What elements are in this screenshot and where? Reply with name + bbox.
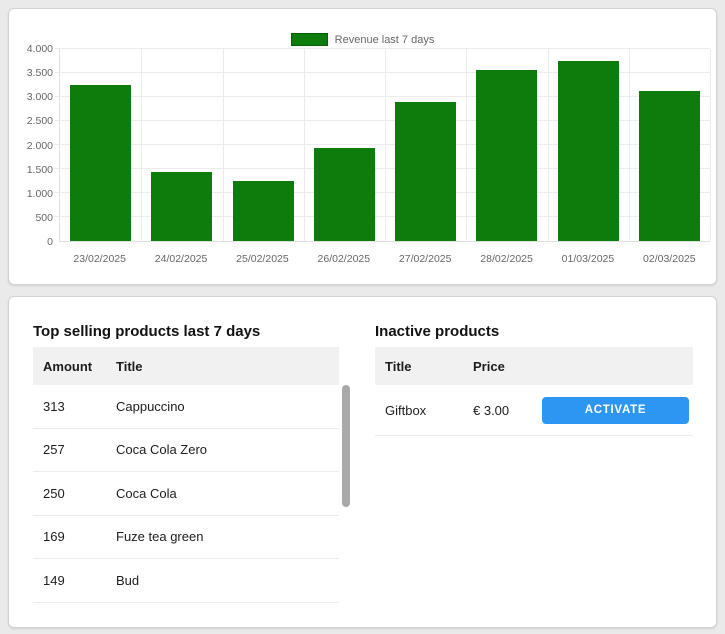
title-column-header: Title <box>116 358 143 374</box>
x-tick-label: 01/03/2025 <box>561 253 615 265</box>
x-tick-label: 28/02/2025 <box>480 253 533 265</box>
bar-slot <box>223 49 304 241</box>
products-card: Top selling products last 7 days Amount … <box>8 296 717 628</box>
amount-cell: 257 <box>43 442 65 458</box>
top-selling-heading: Top selling products last 7 days <box>33 323 261 340</box>
x-tick-label: 25/02/2025 <box>236 253 289 265</box>
v-gridline <box>710 49 711 241</box>
h-gridline <box>54 48 710 49</box>
table-row: Giftbox € 3.00 ACTIVATE <box>375 385 693 436</box>
y-tick-label: 500 <box>35 211 53 224</box>
x-tick-label: 23/02/2025 <box>73 253 126 265</box>
revenue-bar-chart <box>54 48 711 242</box>
y-tick-label: 3.500 <box>26 67 53 80</box>
bar-slot <box>548 49 629 241</box>
amount-cell: 250 <box>43 485 65 501</box>
chart-legend: Revenue last 7 days <box>9 33 716 46</box>
activate-button[interactable]: ACTIVATE <box>542 396 689 424</box>
price-column-header: Price <box>473 358 505 374</box>
revenue-bar <box>313 147 375 241</box>
x-tick-label: 26/02/2025 <box>317 253 371 265</box>
revenue-bar <box>395 102 457 241</box>
table-row: 257 Coca Cola Zero <box>33 428 339 472</box>
amount-cell: 169 <box>43 529 65 545</box>
title-cell: Bud <box>116 572 140 588</box>
bar-slot <box>629 49 710 241</box>
h-gridline <box>54 144 710 145</box>
revenue-bar <box>557 60 619 241</box>
v-gridline <box>141 49 143 241</box>
v-gridline <box>628 49 630 241</box>
y-tick-label: 1.000 <box>26 187 53 200</box>
title-cell: Cappuccino <box>116 398 185 414</box>
title-column-header: Title <box>385 358 412 374</box>
chart-x-axis: 23/02/2025 24/02/2025 25/02/2025 26/02/2025… <box>59 250 710 266</box>
y-tick-label: 4.000 <box>26 43 53 55</box>
inactive-products-table: Title Price Giftbox € 3.00 ACTIVATE <box>375 347 693 436</box>
x-tick-label: 24/02/2025 <box>154 253 208 265</box>
y-tick-label: 0 <box>47 236 53 248</box>
table-row: 169 Fuze tea green <box>33 515 339 559</box>
table-row: 250 Coca Cola <box>33 472 339 516</box>
v-gridline <box>303 49 305 241</box>
legend-swatch-icon <box>290 33 328 46</box>
inactive-header-row: Title Price <box>375 347 693 385</box>
h-gridline <box>54 96 710 97</box>
title-cell: Coca Cola Zero <box>116 442 208 458</box>
x-tick-label: 27/02/2025 <box>398 253 452 265</box>
revenue-bar <box>70 85 132 241</box>
revenue-bar <box>476 70 538 241</box>
table-row: 313 Cappuccino <box>33 385 339 429</box>
bar-slot <box>466 49 547 241</box>
v-gridline <box>385 49 386 241</box>
bar-slot <box>60 49 141 241</box>
top-selling-header-row: Amount Title <box>33 347 339 385</box>
legend-label: Revenue last 7 days <box>334 33 435 46</box>
chart-y-axis: 0 500 1.000 1.500 2.000 2.500 3.000 3.500 4.000 <box>9 43 53 248</box>
inactive-products-heading: Inactive products <box>375 323 500 340</box>
v-gridline <box>466 49 468 241</box>
table-scrollbar-track[interactable] <box>339 385 353 605</box>
y-tick-label: 2.500 <box>26 115 53 128</box>
title-cell: Coca Cola <box>116 485 177 501</box>
revenue-chart-card: Revenue last 7 days 0 500 1.000 1.500 2.000 2… <box>8 8 717 285</box>
x-tick-label: 02/03/2025 <box>643 253 696 265</box>
bar-slot <box>304 49 385 241</box>
h-gridline <box>54 192 710 193</box>
bar-slot <box>141 49 222 241</box>
h-gridline <box>54 216 710 217</box>
amount-cell: 313 <box>43 398 65 414</box>
revenue-bar <box>638 91 700 241</box>
h-gridline <box>54 168 710 169</box>
table-scrollbar-thumb[interactable] <box>342 385 350 507</box>
v-gridline <box>222 49 224 241</box>
table-row: 149 Bud <box>33 559 339 603</box>
y-tick-label: 2.000 <box>26 139 53 152</box>
h-gridline <box>54 72 710 73</box>
title-cell: Fuze tea green <box>116 529 204 545</box>
top-selling-table: Amount Title 313 Cappuccino 257 Coca Cola Z… <box>33 347 353 605</box>
y-tick-label: 1.500 <box>26 163 53 176</box>
v-gridline <box>547 49 549 241</box>
revenue-bar <box>151 172 213 241</box>
revenue-bar <box>232 181 294 241</box>
h-gridline <box>54 120 710 121</box>
amount-column-header: Amount <box>43 358 93 374</box>
price-cell: € 3.00 <box>473 402 510 418</box>
y-tick-label: 3.000 <box>26 91 53 104</box>
bar-slot <box>385 49 466 241</box>
amount-cell: 149 <box>43 572 65 588</box>
title-cell: Giftbox <box>385 402 427 418</box>
